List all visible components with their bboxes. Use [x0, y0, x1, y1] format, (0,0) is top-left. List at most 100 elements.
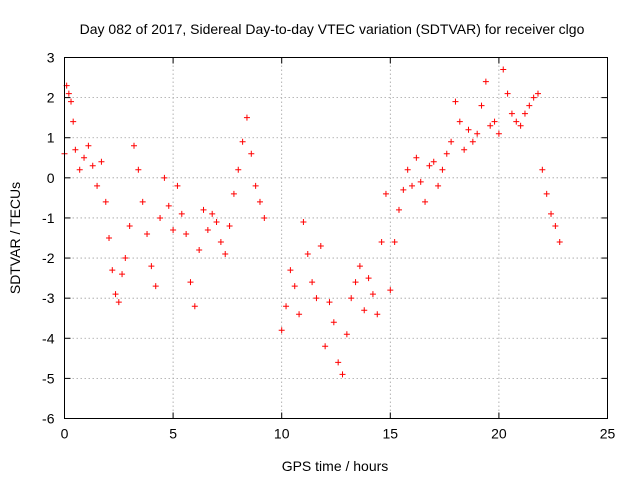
data-point [243, 114, 250, 121]
data-point [491, 118, 498, 125]
data-point [178, 210, 185, 217]
data-point [131, 142, 138, 149]
data-point [196, 247, 203, 254]
data-point [348, 295, 355, 302]
data-point [278, 327, 285, 334]
y-tick-label: 0 [47, 170, 55, 186]
data-point [68, 98, 75, 105]
x-tick-label: 25 [600, 426, 616, 442]
y-axis-label: SDTVAR / TECUs [7, 182, 23, 294]
data-point [209, 210, 216, 217]
data-point [391, 239, 398, 246]
series-sdtvar [61, 66, 563, 378]
data-point [456, 118, 463, 125]
data-point [102, 198, 109, 205]
data-point [326, 299, 333, 306]
data-point [287, 267, 294, 274]
data-point [400, 186, 407, 193]
data-point [387, 287, 394, 294]
plot-frame [64, 57, 608, 419]
data-point [98, 158, 105, 165]
y-tick-label: 3 [47, 50, 55, 66]
data-point [309, 279, 316, 286]
data-point [339, 371, 346, 378]
chart-title: Day 082 of 2017, Sidereal Day-to-day VTE… [80, 21, 585, 37]
data-point [148, 263, 155, 270]
data-point [204, 226, 211, 233]
y-tick-label: -1 [42, 210, 55, 226]
x-tick-label: 15 [383, 426, 399, 442]
data-point [126, 222, 133, 229]
data-point [413, 154, 420, 161]
data-point [89, 162, 96, 169]
data-point [165, 202, 172, 209]
data-point [248, 150, 255, 157]
data-point [534, 90, 541, 97]
axis-ticks: 0 5 10 15 20 25 -6 -5 -4 -3 -2 -1 0 1 2 3 [42, 50, 615, 442]
x-tick-label: 20 [491, 426, 507, 442]
data-point [478, 102, 485, 109]
data-point [252, 182, 259, 189]
data-point [174, 182, 181, 189]
data-point [356, 263, 363, 270]
x-tick-label: 10 [274, 426, 290, 442]
data-point [230, 190, 237, 197]
data-point [352, 279, 359, 286]
data-point [552, 222, 559, 229]
data-point [330, 319, 337, 326]
data-point [482, 78, 489, 85]
data-point [135, 166, 142, 173]
data-point [70, 118, 77, 125]
data-point [261, 214, 268, 221]
data-point [313, 295, 320, 302]
y-tick-label: -6 [42, 411, 55, 427]
data-point [106, 235, 113, 241]
data-point [469, 138, 476, 145]
data-point [426, 162, 433, 169]
data-point [378, 239, 385, 246]
data-point [76, 166, 83, 173]
data-point [283, 303, 290, 310]
data-point [448, 138, 455, 145]
data-point [487, 122, 494, 129]
data-point [382, 190, 389, 197]
data-point [548, 210, 555, 217]
data-point [170, 226, 177, 233]
grid [64, 57, 608, 419]
data-point [217, 239, 224, 246]
y-tick-label: 1 [47, 130, 55, 146]
data-point [521, 110, 528, 117]
data-point [152, 283, 159, 290]
data-point [517, 122, 524, 129]
data-point [504, 90, 511, 97]
data-point [213, 218, 220, 225]
data-point [239, 138, 246, 145]
data-point [335, 359, 342, 366]
data-point [409, 182, 416, 189]
data-point [112, 291, 119, 298]
data-point [291, 283, 298, 290]
x-tick-label: 0 [61, 426, 69, 442]
data-point [495, 130, 502, 137]
data-point [439, 166, 446, 173]
data-point [81, 154, 88, 161]
data-point [65, 90, 72, 97]
data-point [474, 130, 481, 137]
data-point [183, 230, 190, 237]
data-point [235, 166, 242, 173]
data-point [556, 239, 563, 246]
data-point [94, 182, 101, 189]
data-point [530, 94, 537, 101]
data-point [465, 126, 472, 133]
x-axis-label: GPS time / hours [282, 458, 389, 474]
data-point [374, 311, 381, 318]
data-point [461, 146, 468, 153]
data-point [443, 150, 450, 157]
data-point [543, 190, 550, 197]
data-point [300, 218, 307, 225]
data-point [222, 251, 229, 258]
x-tick-label: 5 [169, 426, 177, 442]
data-point [317, 243, 324, 250]
data-point [72, 146, 79, 153]
